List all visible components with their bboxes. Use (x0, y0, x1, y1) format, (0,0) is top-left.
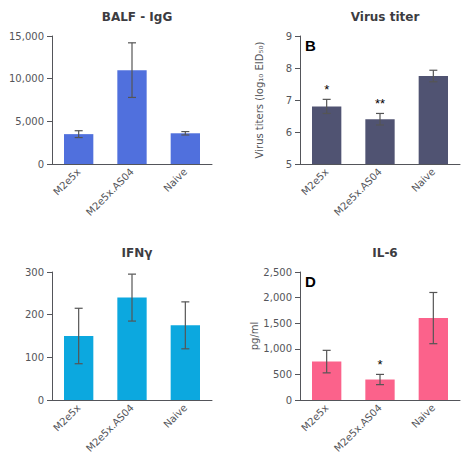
svg-text:500: 500 (273, 369, 292, 380)
svg-text:M2e5x: M2e5x (299, 402, 330, 433)
svg-text:1,500: 1,500 (263, 318, 292, 329)
svg-text:Naive: Naive (161, 402, 189, 430)
svg-text:1,000: 1,000 (263, 343, 292, 354)
svg-text:300: 300 (25, 267, 44, 278)
svg-text:M2e5x: M2e5x (51, 402, 82, 433)
svg-text:M2e5x: M2e5x (299, 166, 330, 197)
svg-text:8: 8 (286, 63, 292, 74)
svg-text:M2e5x.AS04: M2e5x.AS04 (332, 402, 384, 454)
svg-text:M2e5x.AS04: M2e5x.AS04 (84, 402, 136, 454)
svg-text:10,000: 10,000 (9, 73, 44, 84)
svg-text:9: 9 (286, 31, 292, 42)
svg-text:Virus titers (log₁₀ EID₅₀): Virus titers (log₁₀ EID₅₀) (254, 42, 265, 159)
svg-text:2,500: 2,500 (263, 267, 292, 278)
svg-text:BALF - IgG: BALF - IgG (102, 10, 173, 24)
svg-text:IL-6: IL-6 (372, 246, 397, 260)
svg-text:**: ** (375, 96, 385, 111)
svg-text:Naive: Naive (409, 166, 437, 194)
svg-text:0: 0 (38, 159, 44, 170)
svg-text:0: 0 (38, 395, 44, 406)
svg-text:5,000: 5,000 (15, 116, 44, 127)
svg-text:200: 200 (25, 309, 44, 320)
svg-text:Naive: Naive (409, 402, 437, 430)
svg-text:M2e5x.AS04: M2e5x.AS04 (84, 166, 136, 218)
svg-text:M2e5x: M2e5x (51, 166, 82, 197)
svg-text:Naive: Naive (161, 166, 189, 194)
svg-text:100: 100 (25, 352, 44, 363)
svg-text:Virus titer: Virus titer (351, 10, 420, 24)
svg-text:5: 5 (286, 159, 292, 170)
svg-text:M2e5x.AS04: M2e5x.AS04 (332, 166, 384, 218)
svg-text:D: D (305, 273, 316, 290)
svg-text:pg/ml: pg/ml (249, 322, 260, 351)
svg-text:0: 0 (286, 395, 292, 406)
svg-text:*: * (324, 82, 329, 97)
svg-text:7: 7 (286, 95, 292, 106)
svg-text:2,000: 2,000 (263, 292, 292, 303)
svg-text:6: 6 (286, 127, 292, 138)
svg-text:B: B (305, 37, 316, 54)
svg-text:IFNγ: IFNγ (122, 246, 153, 260)
svg-text:*: * (377, 357, 382, 372)
svg-text:15,000: 15,000 (9, 31, 44, 42)
